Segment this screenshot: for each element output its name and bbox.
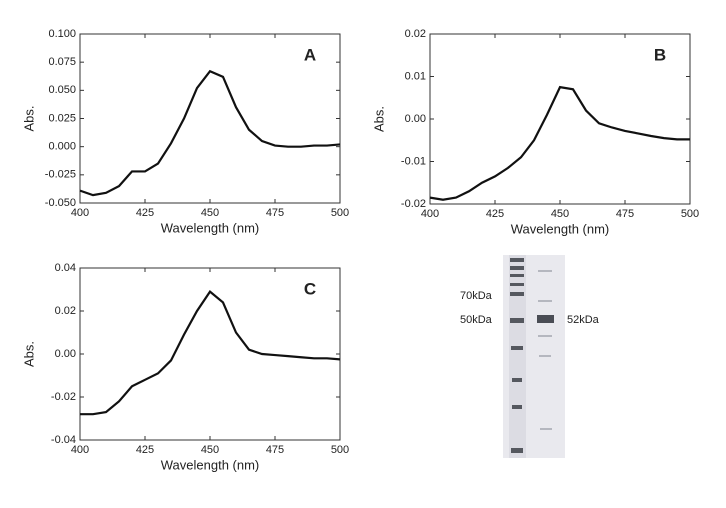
y-tick-label: -0.02 (51, 391, 76, 403)
gel-band-label: 52kDa (567, 314, 600, 326)
x-tick-label: 425 (486, 208, 504, 220)
x-tick-label: 400 (71, 444, 89, 456)
x-tick-label: 475 (266, 444, 284, 456)
x-tick-label: 450 (201, 444, 219, 456)
x-tick-label: 450 (201, 207, 219, 219)
x-tick-label: 475 (616, 208, 634, 220)
panel-letter: C (304, 279, 316, 298)
plot-frame (79, 33, 341, 204)
x-axis-label: Wavelength (nm) (161, 220, 260, 235)
x-axis-label: Wavelength (nm) (161, 457, 260, 472)
plot-frame (429, 33, 691, 205)
gel-marker-label: 70kDa (460, 290, 493, 302)
panel-letter: A (304, 45, 316, 64)
x-tick-label: 425 (136, 207, 154, 219)
x-tick-label: 500 (331, 207, 349, 219)
spectrum-line (80, 290, 341, 416)
gel-marker-label: 50kDa (460, 314, 493, 326)
y-tick-label: -0.050 (45, 197, 76, 209)
y-tick-label: 0.01 (405, 70, 426, 82)
y-tick-label: 0.04 (55, 262, 76, 274)
x-tick-label: 450 (551, 208, 569, 220)
gel-image (503, 255, 565, 458)
x-tick-label: 500 (681, 208, 699, 220)
panel-letter: B (654, 45, 666, 64)
plot-frame (79, 267, 341, 441)
y-axis-label: Abs. (21, 341, 36, 367)
y-axis-label: Abs. (21, 105, 36, 131)
x-tick-label: 400 (71, 207, 89, 219)
y-tick-label: -0.04 (51, 434, 76, 446)
y-tick-label: 0.025 (48, 112, 76, 124)
y-tick-label: 0.02 (405, 28, 426, 40)
x-tick-label: 500 (331, 444, 349, 456)
y-tick-label: 0.000 (48, 141, 76, 153)
x-tick-label: 425 (136, 444, 154, 456)
spectrum-line (429, 85, 690, 201)
y-tick-label: 0.050 (48, 84, 76, 96)
x-tick-label: 400 (421, 208, 439, 220)
y-tick-label: -0.01 (401, 155, 426, 167)
y-tick-label: 0.00 (55, 348, 76, 360)
y-tick-label: 0.00 (405, 113, 426, 125)
y-axis-label: Abs. (371, 106, 386, 132)
y-tick-label: 0.075 (48, 56, 76, 68)
x-tick-label: 475 (266, 207, 284, 219)
x-axis-label: Wavelength (nm) (511, 221, 610, 236)
spectrum-line (79, 69, 341, 197)
y-tick-label: 0.100 (48, 28, 76, 40)
y-tick-label: 0.02 (55, 305, 76, 317)
y-tick-label: -0.025 (45, 169, 76, 181)
y-tick-label: -0.02 (401, 198, 426, 210)
